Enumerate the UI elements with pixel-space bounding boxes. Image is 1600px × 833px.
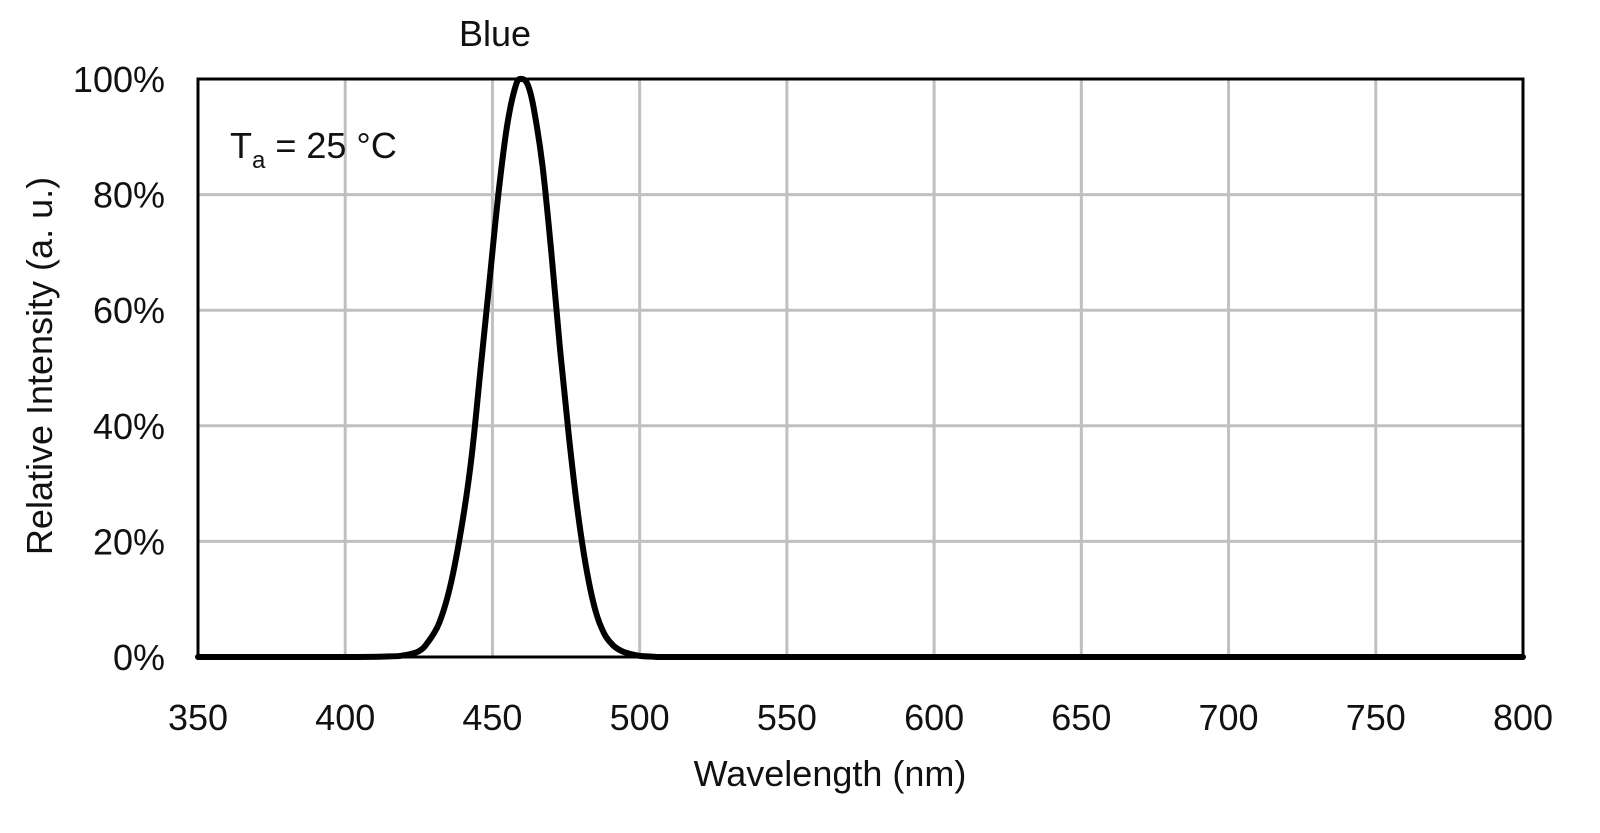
x-tick-label-800: 800 xyxy=(1493,697,1553,738)
x-tick-label-450: 450 xyxy=(462,697,522,738)
x-tick-labels: 350 400 450 500 550 600 650 700 750 800 xyxy=(168,697,1553,738)
x-tick-label-600: 600 xyxy=(904,697,964,738)
x-tick-label-700: 700 xyxy=(1199,697,1259,738)
annotation-subscript: a xyxy=(252,147,266,174)
plot-frame xyxy=(196,77,1525,659)
y-tick-label-40: 40% xyxy=(93,406,165,447)
temperature-annotation: Ta = 25 °C xyxy=(230,125,397,174)
y-tick-label-60: 60% xyxy=(93,290,165,331)
x-tick-label-650: 650 xyxy=(1051,697,1111,738)
x-axis-label: Wavelength (nm) xyxy=(694,753,967,794)
x-tick-label-350: 350 xyxy=(168,697,228,738)
y-tick-label-0: 0% xyxy=(113,637,165,678)
y-tick-label-100: 100% xyxy=(73,59,165,100)
x-tick-label-500: 500 xyxy=(610,697,670,738)
x-tick-label-400: 400 xyxy=(315,697,375,738)
y-axis-label: Relative Intensity (a. u.) xyxy=(19,177,60,555)
chart-title: Blue xyxy=(459,13,531,54)
x-tick-label-750: 750 xyxy=(1346,697,1406,738)
y-tick-label-20: 20% xyxy=(93,521,165,562)
y-tick-labels: 0% 20% 40% 60% 80% 100% xyxy=(73,59,165,678)
annotation-rest: = 25 °C xyxy=(265,125,396,166)
y-tick-label-80: 80% xyxy=(93,175,165,216)
annotation-main: T xyxy=(230,125,252,166)
x-tick-label-550: 550 xyxy=(757,697,817,738)
